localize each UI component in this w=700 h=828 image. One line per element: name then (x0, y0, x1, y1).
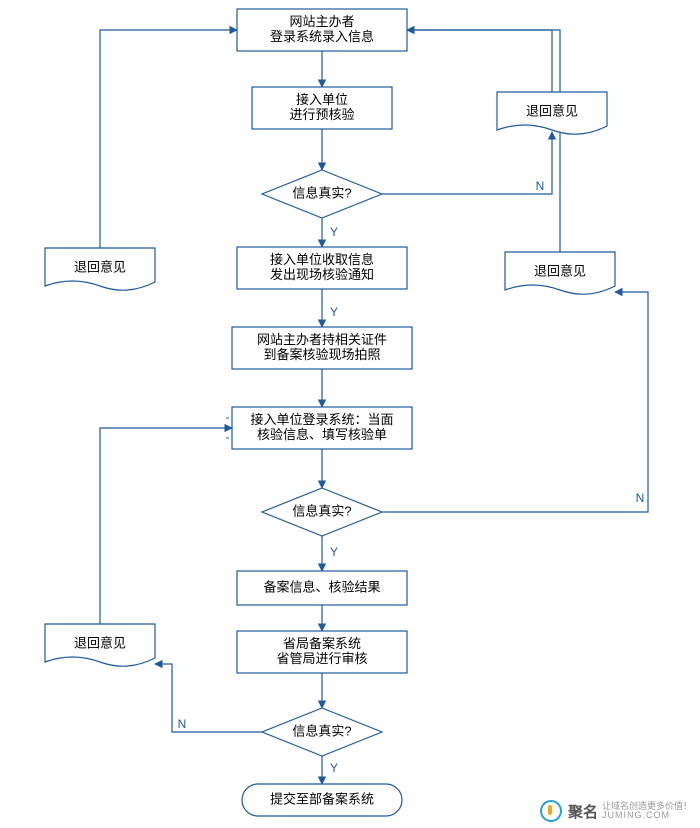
edge (407, 30, 552, 92)
edge-label: Y (330, 225, 338, 239)
node-n2: 接入单位进行预核验 (252, 87, 392, 129)
edge-label: N (178, 717, 187, 731)
svg-text:省管局进行审核: 省管局进行审核 (276, 651, 367, 666)
svg-text:退回意见: 退回意见 (74, 259, 126, 274)
edge-label: N (636, 491, 645, 505)
svg-text:网站主办者持相关证件: 网站主办者持相关证件 (257, 332, 387, 347)
svg-text:备案信息、核验结果: 备案信息、核验结果 (263, 579, 380, 594)
svg-text:退回意见: 退回意见 (534, 263, 586, 278)
svg-text:信息真实?: 信息真实? (292, 185, 351, 200)
svg-text:退回意见: 退回意见 (74, 635, 126, 650)
node-r1: 退回意见 (497, 92, 607, 134)
node-n6: 备案信息、核验结果 (237, 571, 407, 605)
svg-text:提交至部备案系统: 提交至部备案系统 (270, 791, 374, 806)
edge (382, 292, 648, 512)
node-r3: 退回意见 (505, 252, 615, 294)
svg-text:接入单位收取信息: 接入单位收取信息 (270, 252, 374, 267)
svg-text:信息真实?: 信息真实? (292, 723, 351, 738)
svg-text:信息真实?: 信息真实? (292, 503, 351, 518)
node-n7: 省局备案系统省管局进行审核 (237, 631, 407, 673)
edge (155, 664, 262, 732)
edge (382, 132, 552, 194)
svg-text:核验信息、填写核验单: 核验信息、填写核验单 (257, 427, 387, 442)
edge-label: Y (330, 761, 338, 775)
svg-text:网站主办者: 网站主办者 (289, 14, 354, 29)
node-r4: 退回意见 (45, 624, 155, 666)
svg-text:进行预核验: 进行预核验 (289, 107, 354, 122)
edge-label: Y (330, 545, 338, 559)
juming-logo-icon (540, 800, 562, 822)
watermark: 聚名 让域名创造更多价值！ JUMING.COM (540, 800, 692, 822)
watermark-url: JUMING.COM (602, 811, 692, 820)
node-d2: 信息真实? (262, 488, 382, 536)
node-n3: 接入单位收取信息发出现场核验通知 (237, 247, 407, 289)
svg-text:退回意见: 退回意见 (526, 103, 578, 118)
node-d3: 信息真实? (262, 708, 382, 756)
svg-text:到备案核验现场拍照: 到备案核验现场拍照 (263, 347, 380, 362)
edge (100, 428, 232, 624)
edge-label: N (536, 179, 545, 193)
node-n1: 网站主办者登录系统录入信息 (237, 9, 407, 51)
edge (407, 30, 560, 252)
node-n4: 网站主办者持相关证件到备案核验现场拍照 (232, 327, 412, 369)
svg-text:登录系统录入信息: 登录系统录入信息 (270, 29, 374, 44)
svg-text:接入单位登录系统：当面: 接入单位登录系统：当面 (250, 412, 393, 427)
svg-text:省局备案系统: 省局备案系统 (283, 636, 361, 651)
svg-text:接入单位: 接入单位 (296, 92, 348, 107)
node-n5: 接入单位登录系统：当面核验信息、填写核验单 (232, 407, 412, 449)
node-d1: 信息真实? (262, 170, 382, 218)
edge-label: Y (330, 305, 338, 319)
node-r2: 退回意见 (45, 248, 155, 290)
svg-text:发出现场核验通知: 发出现场核验通知 (270, 267, 374, 282)
watermark-brand: 聚名 (568, 801, 598, 822)
edge (100, 30, 237, 248)
node-n8: 提交至部备案系统 (242, 784, 402, 816)
